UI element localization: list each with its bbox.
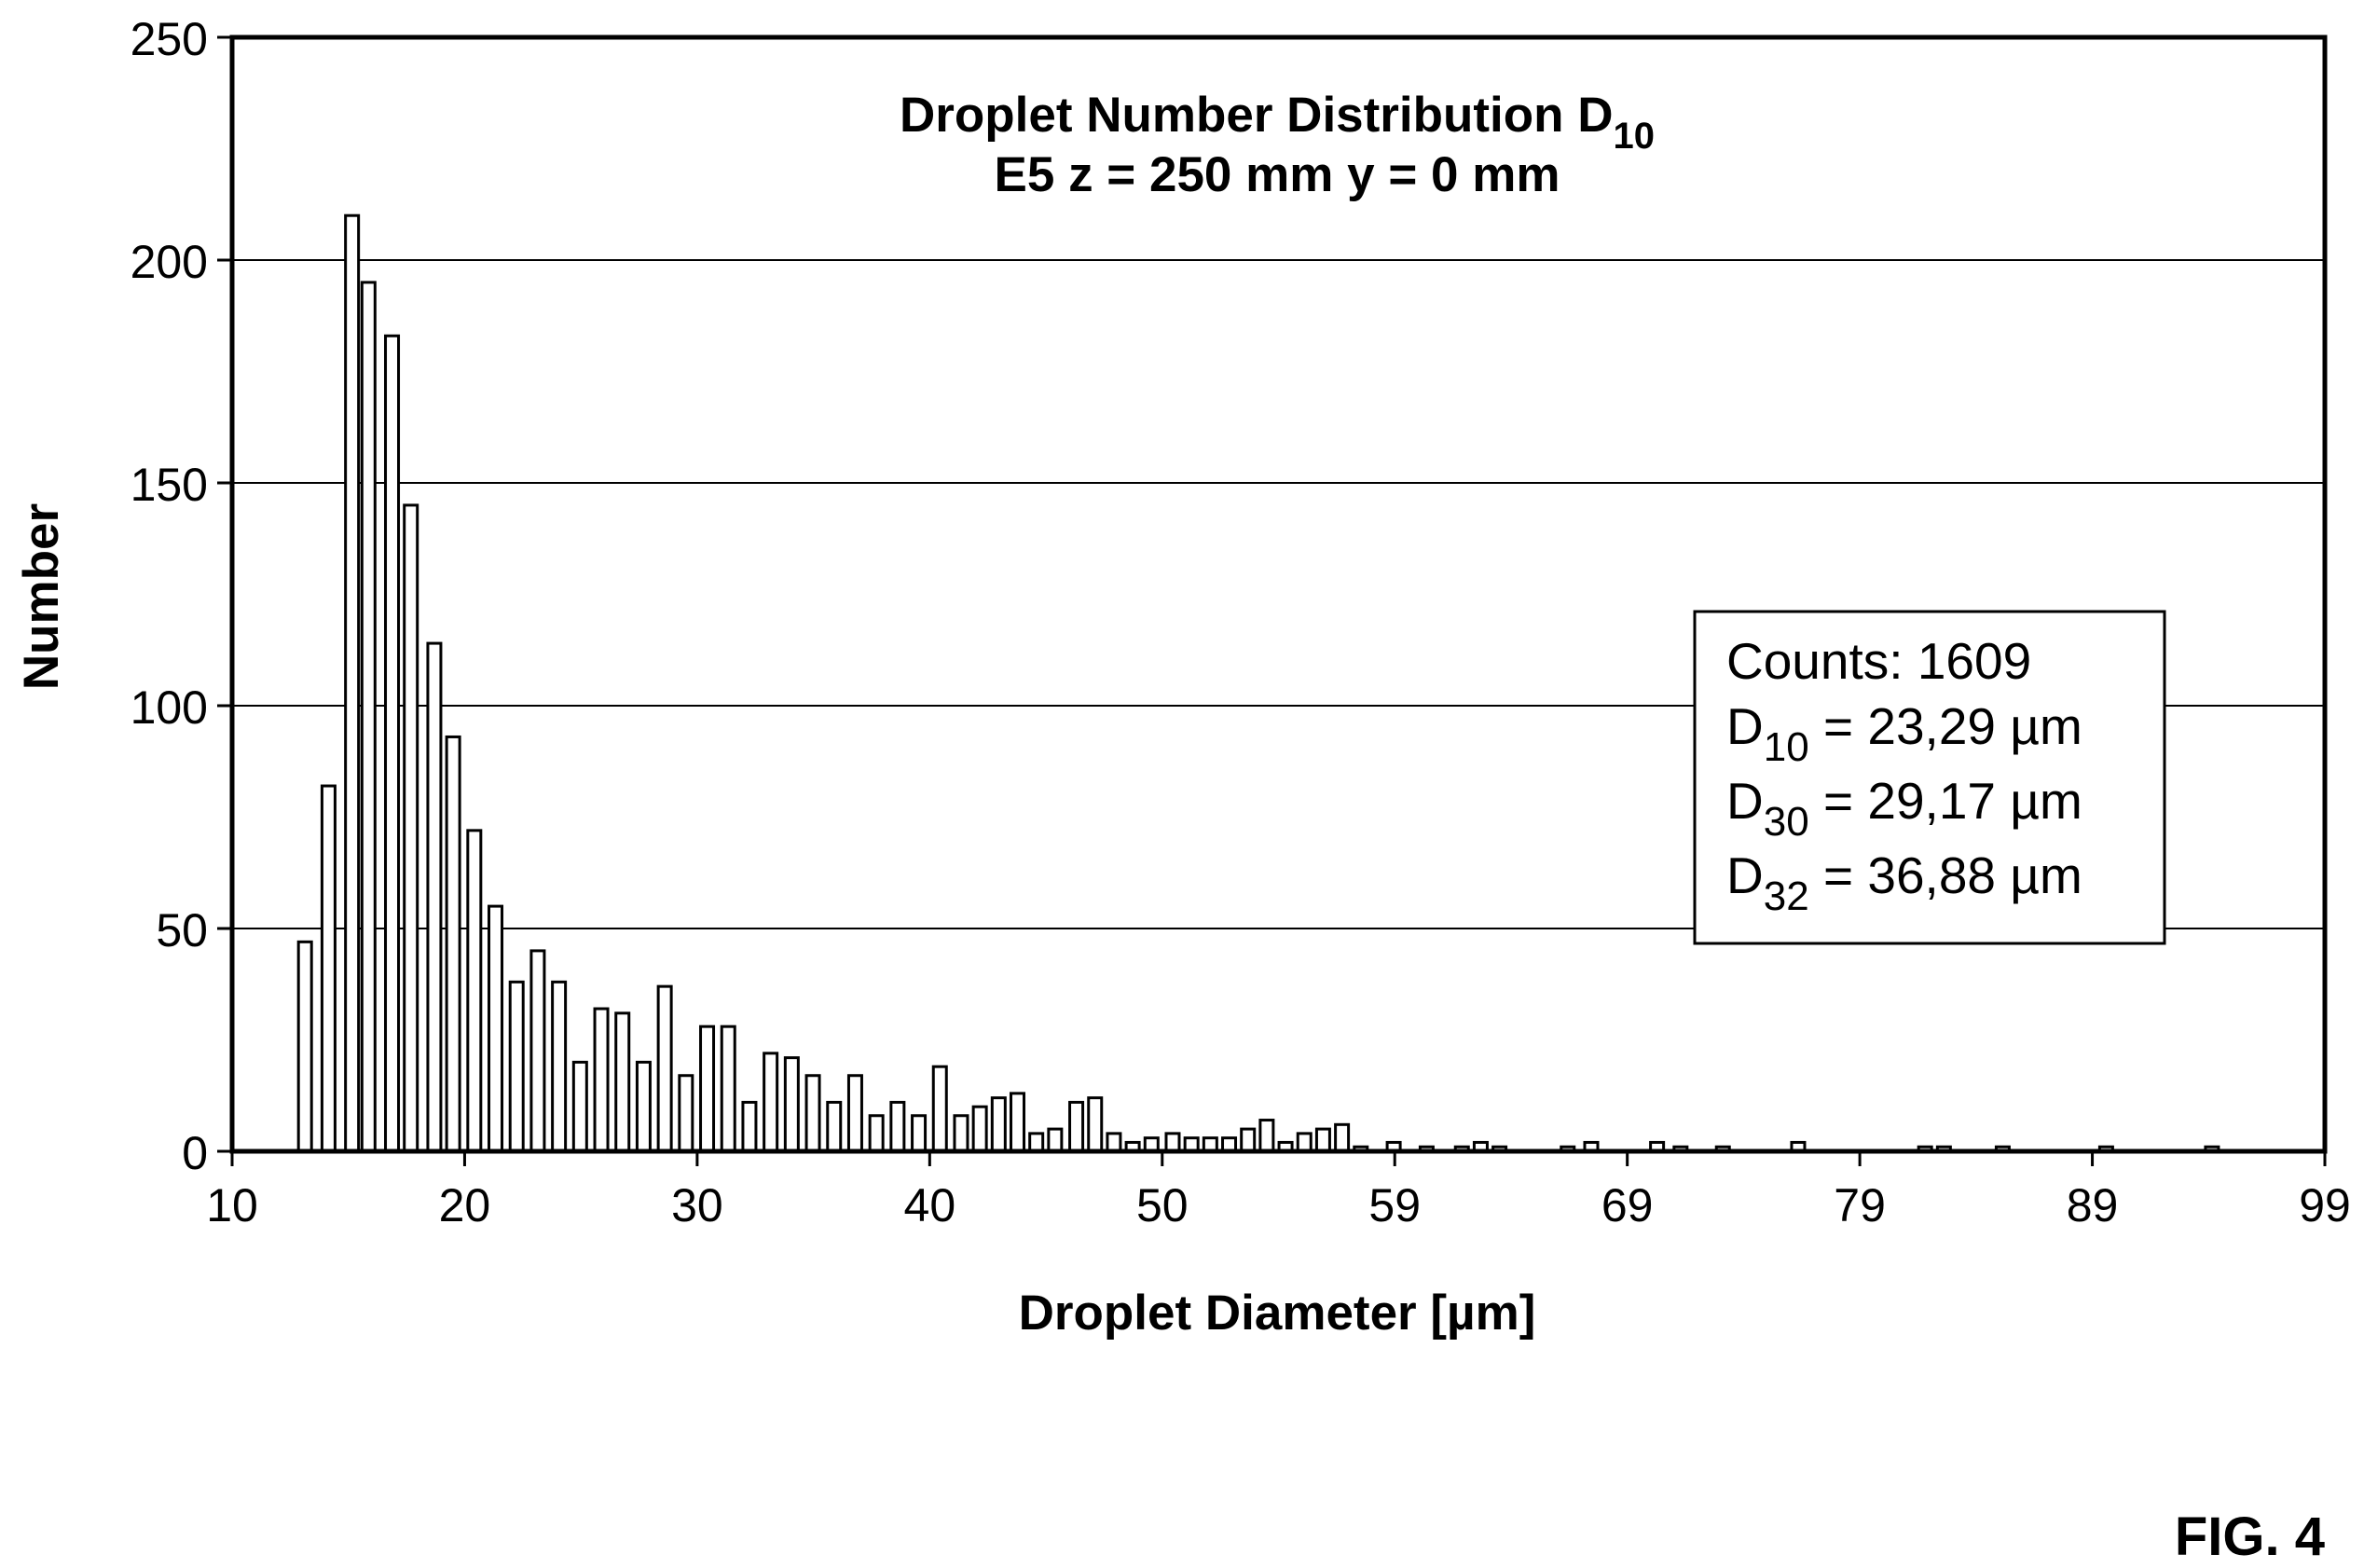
y-tick-label-50: 50 [156,904,208,956]
bar-21 [741,1100,758,1153]
bar-29 [911,1114,928,1153]
bar-27 [868,1114,885,1153]
bar-46 [1240,1127,1257,1153]
x-axis: 10 20 30 40 50 59 69 79 89 99 [206,1151,2351,1231]
bar-9 [488,904,504,1153]
bar-8 [466,829,483,1153]
bar-17 [656,984,673,1153]
bars [296,213,2220,1153]
bar-18 [678,1074,694,1153]
bar-42 [1164,1132,1181,1153]
x-tick-label-7: 79 [1834,1179,1886,1231]
y-tick-label-150: 150 [131,459,208,511]
bar-31 [953,1114,969,1153]
bar-13 [571,1060,588,1153]
bar-16 [635,1060,652,1153]
bar-38 [1087,1096,1104,1153]
bar-1 [320,784,337,1153]
y-tick-label-250: 250 [131,13,208,65]
bar-25 [826,1100,843,1153]
x-tick-label-2: 30 [671,1179,723,1231]
chart-title-subscript: 10 [1614,116,1656,157]
chart-title: Droplet Number Distribution D10 [900,88,1655,157]
stats-box-frame [1693,610,2166,945]
y-tick-label-200: 200 [131,236,208,288]
bar-34 [1010,1092,1026,1153]
y-tick-label-100: 100 [131,681,208,734]
bar-23 [783,1056,800,1153]
bar-14 [593,1007,610,1153]
bar-30 [931,1065,948,1153]
bar-24 [804,1074,821,1153]
bar-20 [720,1025,736,1153]
bar-2 [344,213,361,1153]
bar-32 [971,1105,988,1153]
x-tick-label-1: 20 [439,1179,491,1231]
bar-11 [529,949,546,1153]
stats-d30: D30 = 29,17 µm [1726,772,2082,845]
bar-10 [508,980,525,1153]
chart-subtitle: E5 z = 250 mm y = 0 mm [995,147,1560,202]
bar-28 [889,1100,906,1153]
bar-7 [445,735,461,1153]
y-tick-label-0: 0 [182,1127,208,1179]
y-axis: 0 50 100 150 200 250 [131,13,232,1179]
stats-d10: D10 = 23,29 µm [1726,697,2082,770]
bar-6 [426,641,443,1153]
bar-0 [296,940,313,1153]
bar-49 [1296,1132,1313,1153]
x-tick-label-8: 89 [2067,1179,2119,1231]
bar-47 [1258,1119,1275,1153]
bar-5 [403,503,419,1153]
bar-22 [763,1052,779,1153]
bar-39 [1106,1132,1122,1153]
stats-legend-box: Counts: 1609 D10 = 23,29 µm D30 = 29,17 … [1693,610,2166,945]
x-tick-label-0: 10 [206,1179,258,1231]
figure-label: FIG. 4 [2175,1506,2325,1567]
x-tick-label-4: 50 [1136,1179,1189,1231]
x-tick-label-5: 59 [1368,1179,1421,1231]
bar-12 [551,980,568,1153]
bar-50 [1314,1127,1331,1153]
bar-37 [1068,1100,1085,1153]
bar-36 [1047,1127,1064,1153]
bar-51 [1334,1122,1351,1153]
bar-33 [990,1096,1007,1153]
bar-15 [614,1011,631,1153]
bar-3 [360,281,377,1153]
stats-d32: D32 = 36,88 µm [1726,846,2082,919]
bar-26 [846,1074,863,1153]
y-axis-label: Number [14,503,69,690]
bar-4 [384,334,401,1153]
x-tick-label-3: 40 [904,1179,956,1231]
stats-counts: Counts: 1609 [1726,632,2031,690]
x-axis-label: Droplet Diameter [µm] [1019,1286,1536,1341]
x-tick-label-6: 69 [1601,1179,1654,1231]
bar-19 [699,1025,716,1153]
plot-area [229,34,2328,1154]
bar-35 [1028,1132,1045,1153]
x-tick-label-9: 99 [2299,1179,2351,1231]
